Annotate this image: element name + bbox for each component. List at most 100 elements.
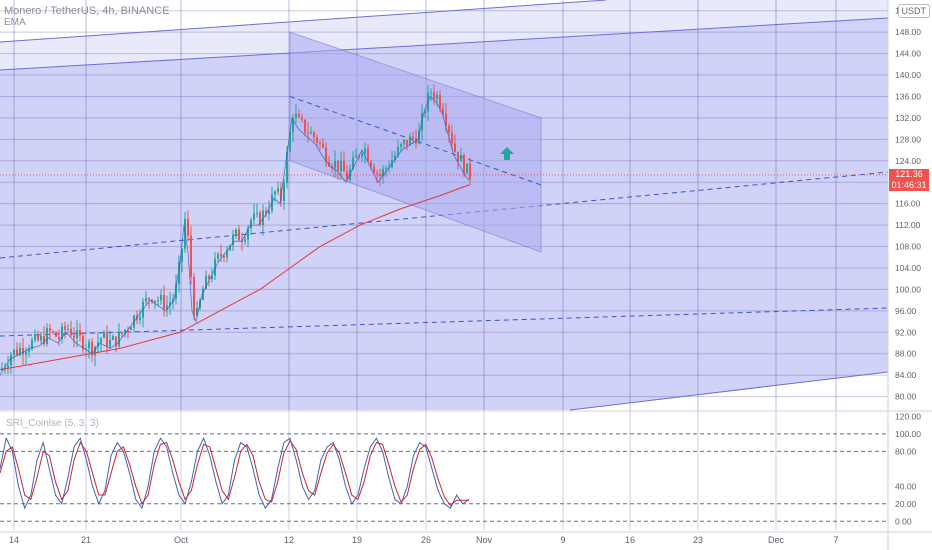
candle-body bbox=[163, 294, 165, 310]
currency-badge[interactable]: USDT bbox=[897, 4, 930, 18]
candle-body bbox=[121, 332, 123, 334]
candle-body bbox=[202, 288, 204, 300]
breakout-arrow-icon bbox=[500, 147, 514, 160]
candle-body bbox=[247, 228, 249, 240]
y-tick-label-9: 116.00 bbox=[895, 199, 921, 209]
candle-body bbox=[172, 298, 174, 303]
y-tick-label-16: 144.00 bbox=[895, 49, 921, 59]
candle-body bbox=[88, 341, 90, 349]
candle-body bbox=[373, 166, 375, 174]
candle-body bbox=[94, 346, 96, 356]
candle-body bbox=[400, 143, 402, 147]
candle-body bbox=[328, 162, 330, 167]
wedge-top-line bbox=[0, 0, 607, 43]
candle-body bbox=[220, 253, 222, 256]
candle-body bbox=[79, 330, 81, 336]
candle-body bbox=[352, 157, 354, 169]
candle-body bbox=[385, 168, 387, 170]
candle-body bbox=[130, 327, 132, 330]
candle-body bbox=[82, 335, 84, 350]
x-tick-label-6: Nov bbox=[476, 535, 493, 545]
x-tick-label-3: 12 bbox=[284, 535, 294, 545]
candle-body bbox=[4, 367, 6, 369]
candle-body bbox=[40, 335, 42, 341]
candle-body bbox=[445, 113, 447, 126]
candle-body bbox=[463, 154, 465, 174]
candle-body bbox=[166, 305, 168, 310]
candle-body bbox=[259, 212, 261, 226]
candle-body bbox=[310, 132, 312, 134]
candle-body bbox=[316, 137, 318, 143]
candle-body bbox=[406, 139, 408, 146]
candle-body bbox=[466, 163, 468, 174]
y-tick-label-5: 100.00 bbox=[895, 284, 921, 294]
candle-body bbox=[10, 355, 12, 366]
candle-body bbox=[229, 245, 231, 251]
candle-body bbox=[322, 143, 324, 148]
candle-body bbox=[277, 188, 279, 192]
candle-body bbox=[169, 302, 171, 306]
candle-body bbox=[67, 328, 69, 330]
candle-body bbox=[379, 174, 381, 177]
trend-dashed-1 bbox=[0, 171, 889, 259]
candle-body bbox=[58, 336, 60, 340]
candle-body bbox=[28, 349, 30, 352]
candle-body bbox=[139, 317, 141, 320]
candle-body bbox=[250, 219, 252, 229]
candle-body bbox=[19, 347, 21, 355]
osc-tick-label-5: 120.00 bbox=[895, 411, 921, 421]
y-tick-label-7: 108.00 bbox=[895, 242, 921, 252]
y-tick-label-3: 92.00 bbox=[895, 327, 917, 337]
x-tick-label-5: 26 bbox=[421, 535, 431, 545]
candle-body bbox=[211, 275, 213, 280]
y-tick-label-13: 132.00 bbox=[895, 113, 921, 123]
candle-body bbox=[145, 297, 147, 302]
symbol-header[interactable]: Monero / TetherUS, 4h, BINANCE bbox=[4, 5, 170, 17]
osc-pane-bg bbox=[0, 412, 888, 530]
osc-tick-label-1: 20.00 bbox=[895, 499, 917, 509]
candle-body bbox=[196, 308, 198, 316]
candle-body bbox=[109, 339, 111, 347]
x-tick-label-4: 19 bbox=[352, 535, 362, 545]
candle-body bbox=[73, 335, 75, 339]
y-tick-label-11: 124.00 bbox=[895, 156, 921, 166]
candle-body bbox=[409, 136, 411, 146]
candle-body bbox=[97, 342, 99, 347]
candle-body bbox=[25, 351, 27, 355]
candle-body bbox=[337, 160, 339, 171]
candle-body bbox=[103, 332, 105, 339]
stoch-k-line bbox=[0, 436, 470, 510]
candle-body bbox=[307, 132, 309, 134]
candle-body bbox=[268, 210, 270, 214]
osc-tick-label-0: 0.00 bbox=[895, 516, 912, 526]
indicator-label[interactable]: SRI_Coinlse (5, 3, 3) bbox=[6, 418, 99, 429]
candle-body bbox=[106, 332, 108, 347]
candle-body bbox=[34, 334, 36, 340]
ema-study-label[interactable]: EMA bbox=[4, 17, 26, 28]
ema-line bbox=[0, 184, 470, 371]
candle-body bbox=[346, 171, 348, 180]
candle-body bbox=[22, 347, 24, 355]
candle-body bbox=[343, 160, 345, 172]
candle-body bbox=[16, 349, 18, 355]
candle-body bbox=[52, 331, 54, 333]
candle-body bbox=[319, 142, 321, 144]
candle-body bbox=[430, 92, 432, 94]
candle-body bbox=[112, 336, 114, 340]
candle-body bbox=[43, 335, 45, 345]
candle-body bbox=[256, 212, 258, 214]
x-tick-label-11: 7 bbox=[833, 535, 838, 545]
candle-body bbox=[157, 300, 159, 302]
candle-body bbox=[424, 111, 426, 114]
candle-body bbox=[70, 328, 72, 336]
candle-body bbox=[313, 132, 315, 138]
candle-body bbox=[13, 349, 15, 356]
candle-body bbox=[325, 147, 327, 163]
candle-body bbox=[118, 332, 120, 347]
candle-body bbox=[64, 326, 66, 330]
candle-body bbox=[100, 338, 102, 343]
candle-body bbox=[376, 173, 378, 175]
x-tick-label-1: 21 bbox=[81, 535, 91, 545]
candle-body bbox=[265, 210, 267, 214]
